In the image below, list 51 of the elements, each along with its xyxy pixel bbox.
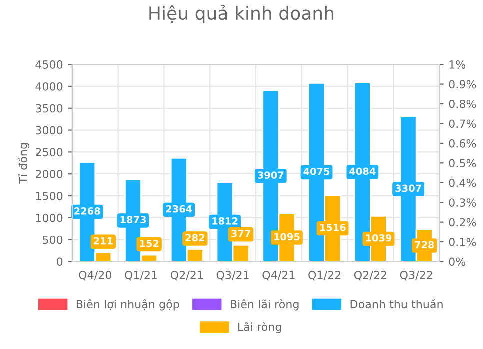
y2-tick-label: 0.7% [449,120,476,128]
data-label: 728 [415,241,434,249]
y2-tick-label: 0.6% [449,139,476,148]
x-tick-label: Q3/22 [400,270,432,281]
x-tick-label: Q4/20 [79,270,112,281]
data-label: 3307 [396,184,422,192]
y2-tick-label: 0.5% [449,159,476,168]
data-label: 4084 [350,168,376,176]
legend-label: Lãi ròng [238,322,282,334]
data-label: 282 [186,234,204,242]
data-label: 1812 [212,218,238,225]
y-tick-label: 1500 [36,192,63,200]
y-tick-label: 4000 [36,82,63,91]
y2-tick-label: 0.3% [449,198,476,207]
x-tick-label: Q2/22 [354,270,386,281]
y-tick-label: 2000 [36,170,63,178]
legend-label: Biên lãi ròng [231,300,299,311]
y-tick-label: 0 [57,258,63,266]
y-tick-label: 1000 [36,214,63,222]
y2-tick-label: 0.1% [449,238,476,246]
data-label: 1516 [320,224,346,232]
data-label: 2364 [166,205,192,213]
legend-label: Biên lợi nhuận gộp [76,300,180,311]
data-label: 152 [140,240,159,248]
data-label: 1095 [274,233,300,241]
y-tick-label: 3000 [36,126,63,135]
x-tick-label: Q4/21 [262,270,295,281]
data-label: 1039 [366,234,392,242]
y-tick-label: 2500 [36,148,63,157]
y-axis-title: Tỉ đồng [18,143,30,184]
data-label: 1873 [120,216,146,224]
chart-title: Hiệu quả kinh doanh [150,5,334,24]
data-label: 3907 [258,172,284,179]
x-tick-label: Q2/21 [170,270,203,281]
y2-tick-label: 0.4% [449,178,476,188]
data-label: 211 [94,237,113,245]
x-tick-label: Q3/21 [216,270,249,281]
data-label: 4075 [304,168,330,176]
y2-tick-label: 0.2% [449,218,476,227]
x-tick-label: Q1/22 [308,270,341,281]
y2-tick-label: 1% [450,60,466,69]
y2-tick-label: 0.9% [449,80,476,89]
y-tick-label: 500 [43,236,63,244]
y2-tick-label: 0.8% [449,100,476,108]
y-tick-label: 3500 [36,104,63,113]
data-label: 2268 [74,208,100,215]
data-label: 377 [232,230,250,238]
legend-label: Doanh thu thuần [350,299,443,309]
y-tick-label: 4500 [36,60,63,69]
x-tick-label: Q1/21 [125,270,158,281]
y2-tick-label: 0% [449,258,466,266]
